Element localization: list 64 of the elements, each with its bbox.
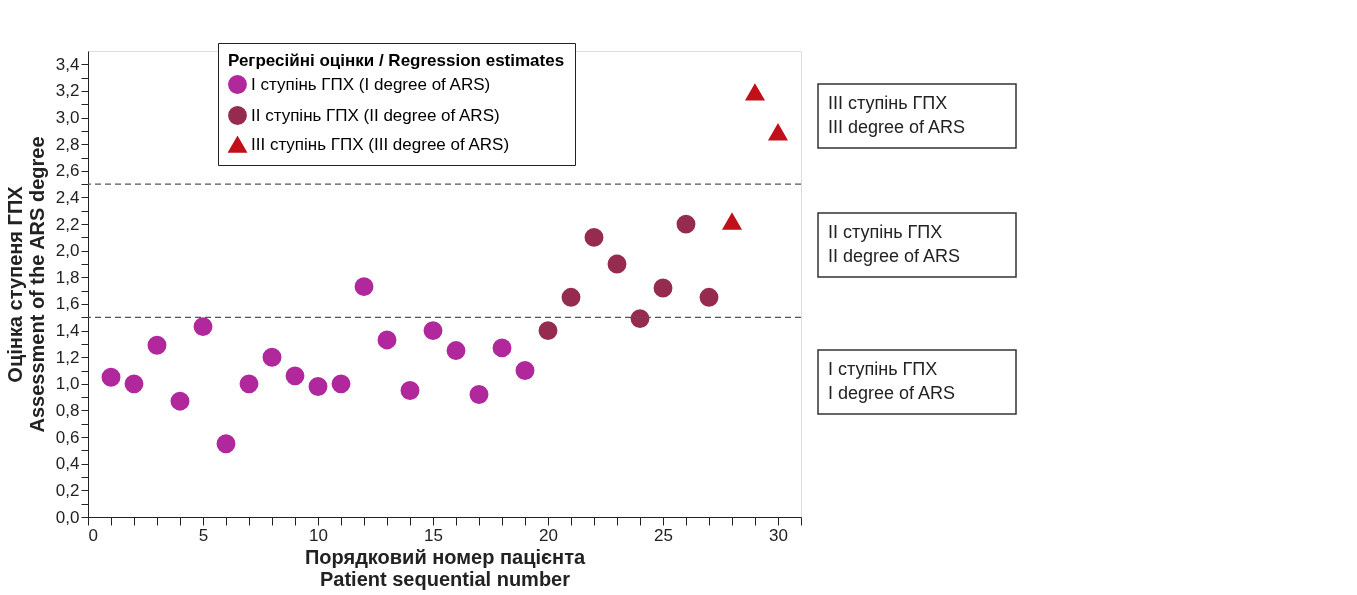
- point: [676, 214, 696, 234]
- point: [239, 374, 259, 394]
- y-tick-label: 0,6: [55, 427, 80, 447]
- y-tick-label: 2,8: [55, 134, 80, 154]
- x-tick-label: 0: [88, 525, 98, 545]
- y-tick-label: 1,2: [55, 347, 80, 367]
- y-tick-label: 0,0: [55, 507, 80, 527]
- point: [745, 83, 765, 101]
- y-tick-label: 1,6: [55, 294, 80, 314]
- point: [193, 317, 213, 337]
- point: [538, 321, 558, 341]
- point: [331, 374, 351, 394]
- y-tick-label: 3,0: [55, 108, 80, 128]
- y-tick-label: 3,4: [55, 54, 80, 74]
- point: [147, 335, 167, 355]
- point: [285, 366, 305, 386]
- x-tick-label: 5: [198, 525, 209, 545]
- legend-label: III ступінь ГПХ (III degree of ARS): [251, 134, 510, 154]
- x-axis-title: Порядковий номер пацієнта Patient sequential number: [304, 545, 586, 590]
- x-tick-label: 20: [539, 525, 558, 545]
- point: [423, 321, 443, 341]
- y-tick-label: 2,6: [55, 161, 80, 181]
- y-tick-label: 2,0: [55, 241, 80, 261]
- point: [308, 377, 328, 396]
- x-tick-label: 30: [769, 525, 788, 545]
- text: II ступінь ГПХ II degree of ARS: [828, 222, 961, 266]
- text: III ступінь ГПХ III degree of ARS: [828, 93, 966, 137]
- point: [469, 385, 489, 404]
- point: [400, 381, 420, 400]
- x-tick-label: 15: [424, 525, 443, 545]
- point: [607, 254, 627, 274]
- point: [124, 374, 144, 394]
- y-tick-label: 0,2: [55, 480, 80, 500]
- point: [446, 341, 466, 361]
- point: [584, 227, 604, 247]
- y-tick-label: 0,4: [55, 454, 80, 474]
- point: [515, 361, 535, 380]
- point: [630, 309, 650, 329]
- y-tick-label: 1,0: [55, 374, 80, 394]
- text: I ступінь ГПХ I degree of ARS: [828, 359, 956, 403]
- legend-label: II ступінь ГПХ (II degree of ARS): [251, 105, 500, 125]
- point: [492, 338, 512, 358]
- point: [653, 278, 673, 298]
- point: [354, 277, 374, 297]
- y-tick-label: 2,2: [55, 214, 80, 234]
- point: [722, 213, 742, 230]
- point: [170, 391, 190, 411]
- point: [216, 434, 236, 454]
- point: [561, 287, 581, 307]
- y-axis-title: Оцінка ступеня ГПХ Assessment of the ARS degree: [3, 136, 48, 433]
- y-tick-label: 1,8: [55, 267, 80, 287]
- x-tick-label: 10: [309, 525, 328, 545]
- y-tick-label: 0,8: [55, 400, 80, 420]
- point: [768, 123, 788, 141]
- legend-title: Регресійні оцінки / Regression estimates: [228, 51, 565, 70]
- y-tick-label: 3,2: [55, 81, 80, 101]
- point: [377, 330, 397, 350]
- legend-label: I ступінь ГПХ (I degree of ARS): [251, 74, 491, 94]
- point: [101, 367, 121, 387]
- point: [262, 347, 282, 367]
- y-tick-label: 2,4: [55, 187, 80, 207]
- x-tick-label: 25: [654, 525, 673, 545]
- y-tick-label: 1,4: [55, 321, 80, 341]
- point: [699, 287, 719, 307]
